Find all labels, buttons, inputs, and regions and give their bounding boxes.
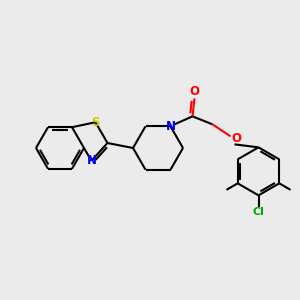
Text: O: O	[232, 132, 242, 145]
Text: N: N	[86, 154, 96, 167]
Text: N: N	[166, 120, 176, 133]
Text: Cl: Cl	[253, 207, 264, 217]
Text: O: O	[190, 85, 200, 98]
Text: S: S	[91, 116, 100, 129]
